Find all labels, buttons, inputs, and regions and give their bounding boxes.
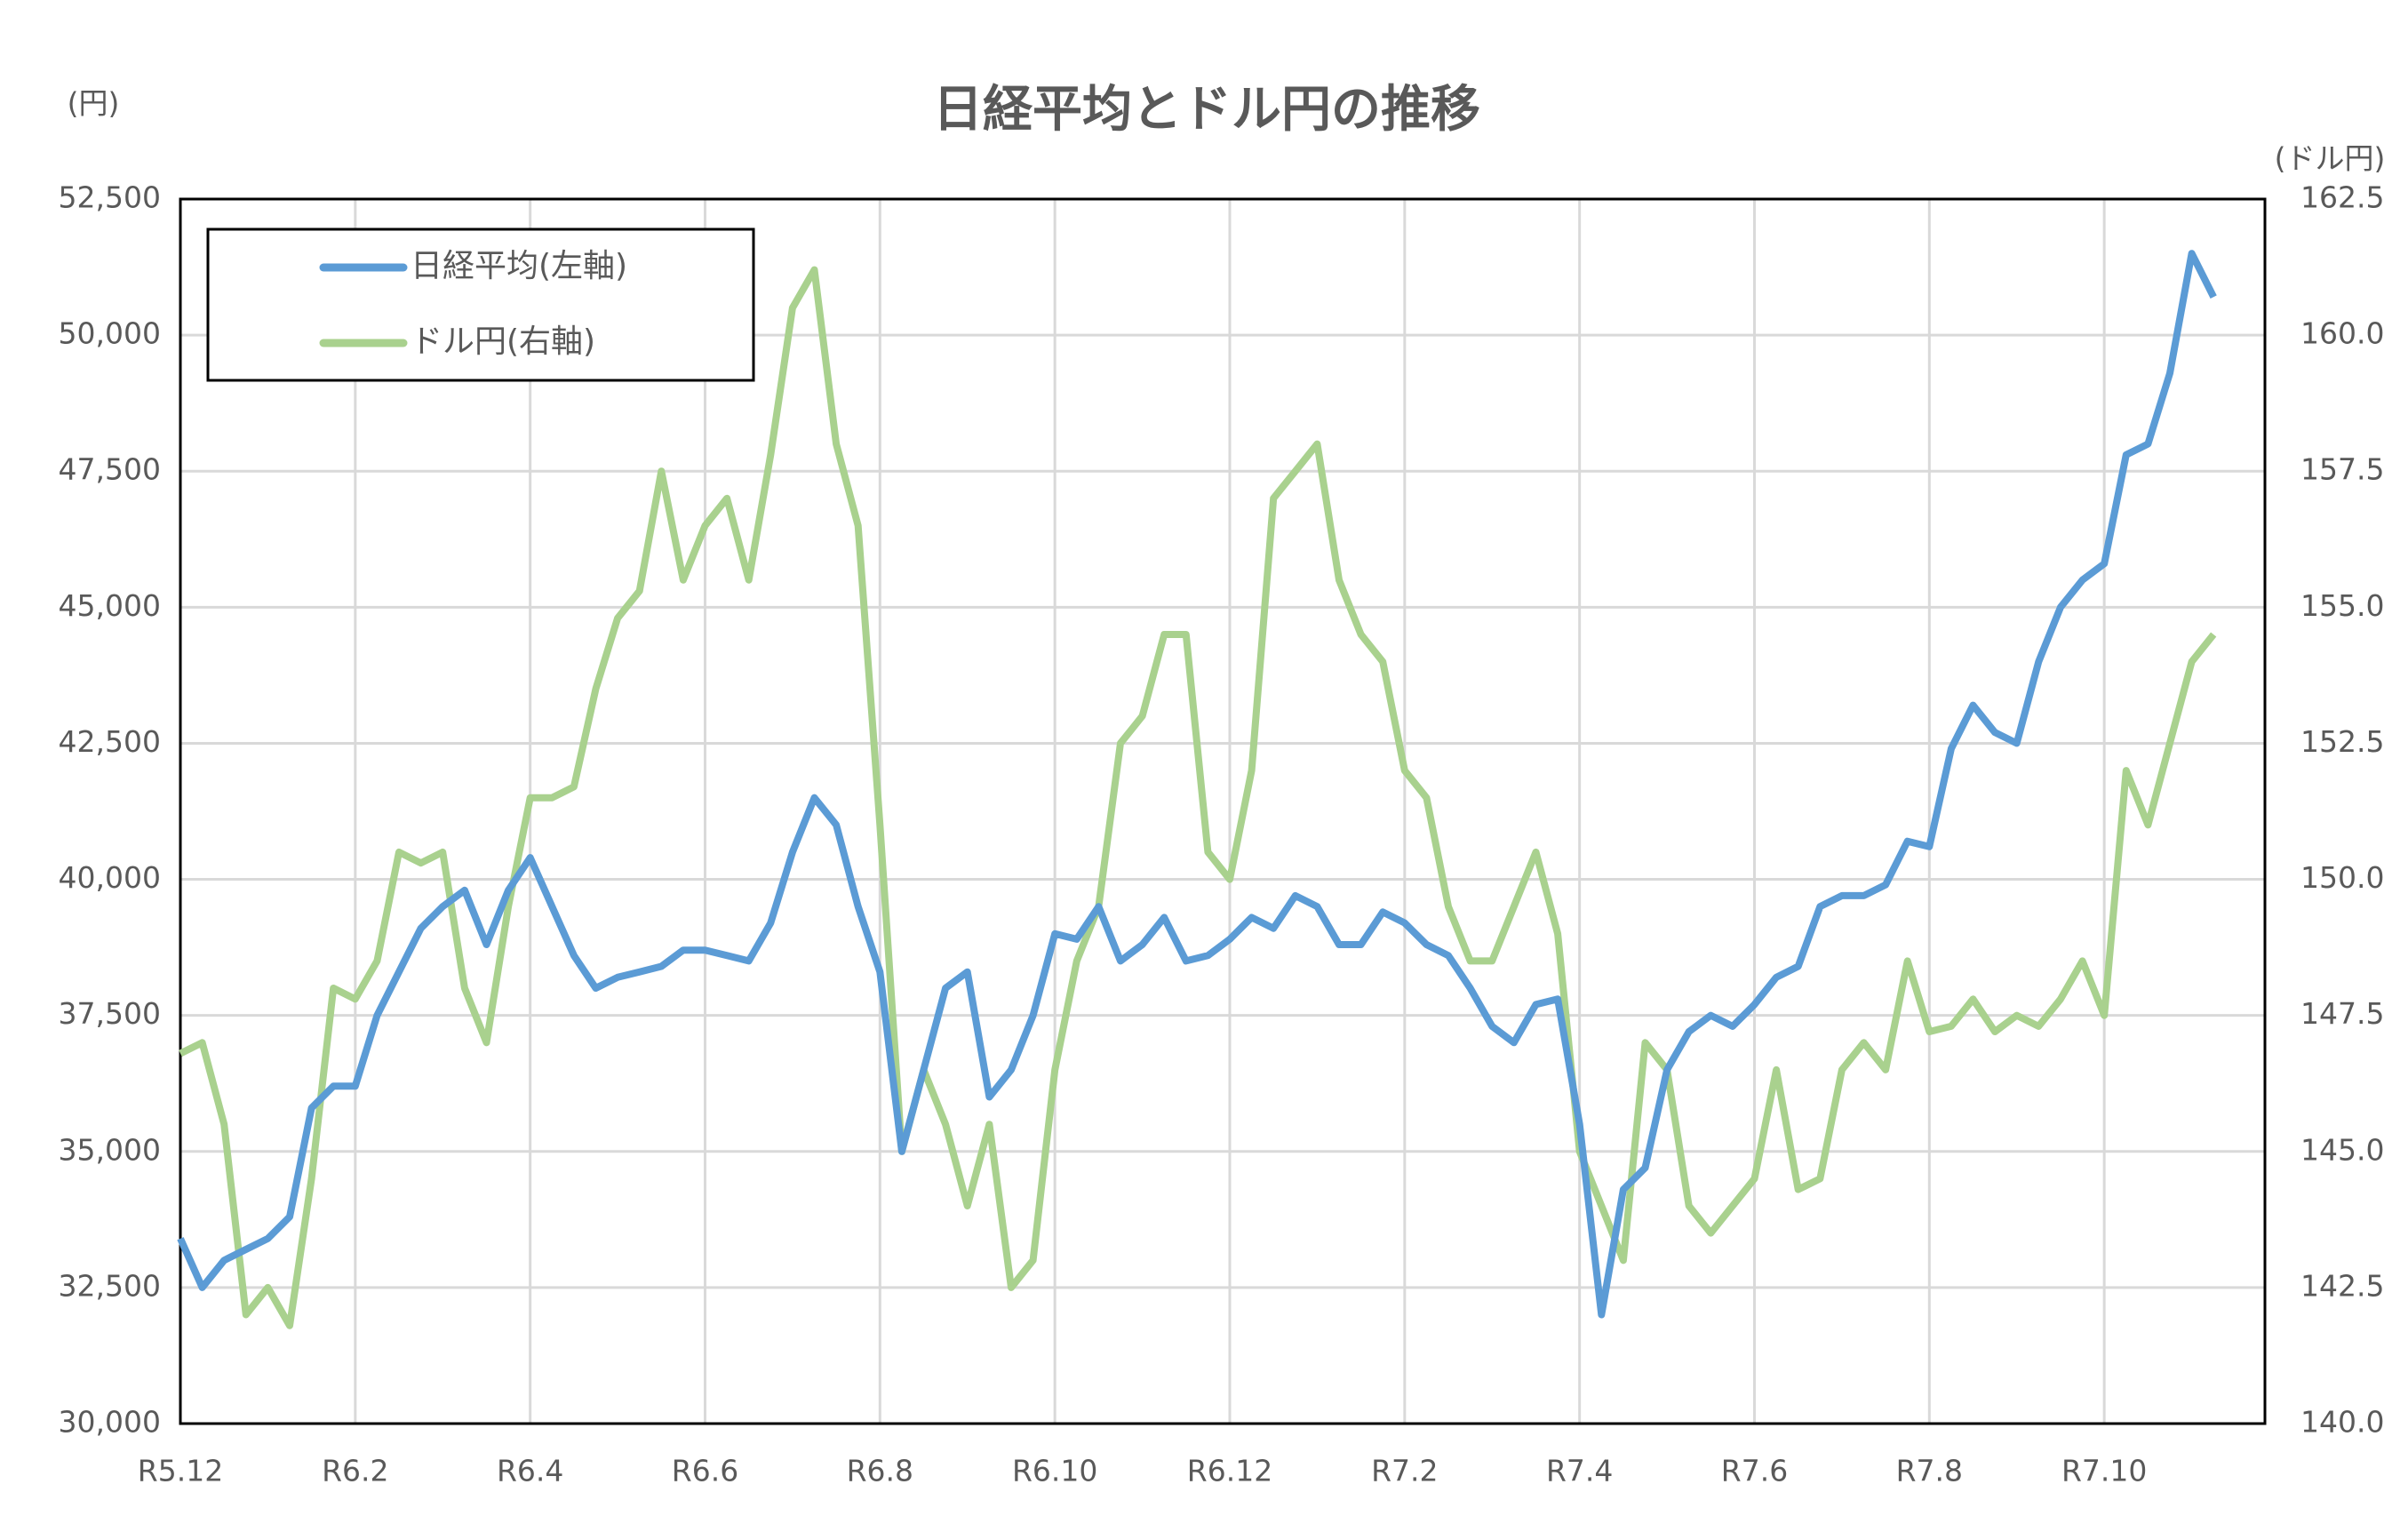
chart-title: 日経平均とドル円の推移 <box>933 81 1480 139</box>
x-tick-label: R6.12 <box>1187 1454 1272 1488</box>
y-tick-label: 37,500 <box>59 996 161 1031</box>
y2-tick-label: 155.0 <box>2300 588 2384 623</box>
y2-axis-label: (ドル円) <box>2275 141 2386 176</box>
y-tick-label: 35,000 <box>59 1132 161 1167</box>
y2-tick-label: 145.0 <box>2300 1132 2384 1167</box>
x-tick-label: R7.8 <box>1896 1454 1963 1488</box>
series-line <box>177 250 2217 1319</box>
y2-tick-label: 142.5 <box>2300 1268 2384 1303</box>
x-tick-label: R5.12 <box>138 1454 223 1488</box>
x-tick-label: R6.4 <box>497 1454 563 1488</box>
legend-label: ドル円(右軸) <box>411 323 595 360</box>
y-tick-label: 52,500 <box>59 180 161 215</box>
y-tick-label: 50,000 <box>59 316 161 351</box>
y-tick-label: 42,500 <box>59 724 161 759</box>
y-tick-label: 47,500 <box>59 452 161 487</box>
y2-tick-label: 160.0 <box>2300 316 2384 351</box>
y2-tick-label: 157.5 <box>2300 452 2384 487</box>
x-tick-label: R7.4 <box>1546 1454 1613 1488</box>
x-tick-label: R6.2 <box>322 1454 388 1488</box>
y2-tick-label: 152.5 <box>2300 724 2384 759</box>
legend-box <box>206 227 755 382</box>
y2-tick-label: 150.0 <box>2300 860 2384 895</box>
y-tick-label: 40,000 <box>59 860 161 895</box>
plot-border <box>179 197 2267 1425</box>
y-tick-label: 30,000 <box>59 1405 161 1440</box>
y-axis-label: (円) <box>68 86 120 121</box>
x-tick-label: R6.10 <box>1012 1454 1097 1488</box>
x-tick-label: R7.6 <box>1721 1454 1788 1488</box>
series-line <box>179 266 2217 1329</box>
y-tick-label: 32,500 <box>59 1268 161 1303</box>
y2-tick-label: 162.5 <box>2300 180 2384 215</box>
y2-tick-label: 140.0 <box>2300 1405 2384 1440</box>
y2-tick-label: 147.5 <box>2300 996 2384 1031</box>
x-tick-label: R6.6 <box>672 1454 738 1488</box>
x-tick-label: R6.8 <box>847 1454 913 1488</box>
x-tick-label: R7.10 <box>2061 1454 2147 1488</box>
legend-label: 日経平均(左軸) <box>411 248 627 284</box>
y-tick-label: 45,000 <box>59 588 161 623</box>
x-tick-label: R7.2 <box>1371 1454 1438 1488</box>
